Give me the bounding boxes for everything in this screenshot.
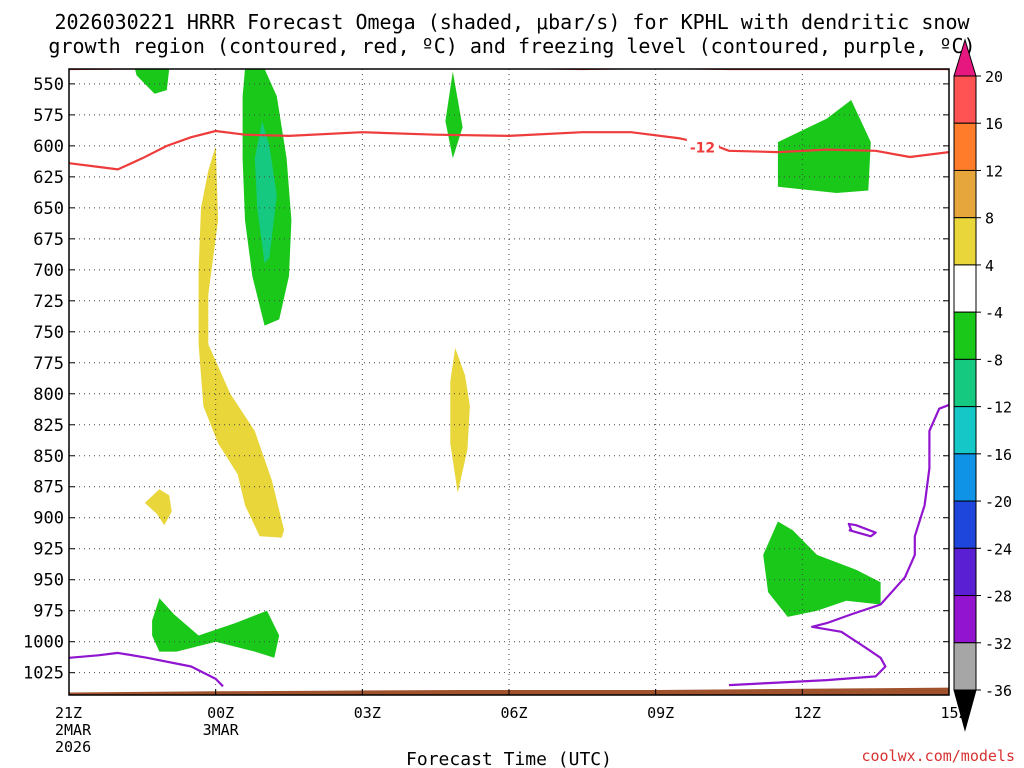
colorbar-swatch [953,547,977,597]
y-tick-label: 600 [33,137,64,157]
colorbar-label: 20 [985,68,1003,86]
x-tick-label: 00Z [207,704,234,722]
x-tick-label: 06Z [500,704,527,722]
shaded-region-green-right-upper [777,100,871,193]
x-tick-label: 2MAR [55,721,92,739]
colorbar-label: -24 [985,540,1012,558]
y-tick-label: 625 [33,168,64,188]
plot-content: -12 [69,69,949,695]
colorbar-label: 8 [985,210,994,228]
y-tick-label: 950 [33,571,64,591]
colorbar-label: -28 [985,588,1012,606]
shaded-region-green-top-left [135,69,170,94]
colorbar-swatch [953,122,977,171]
contour-freezing-level-small-loop [847,522,877,538]
chart-title-line-2: growth region (contoured, red, ºC) and f… [48,34,976,58]
colorbar-swatch [953,406,977,455]
colorbar-swatch [953,217,977,266]
y-tick-label: 575 [33,106,64,126]
x-tick-label: 2026 [55,738,91,756]
colorbar-swatch [953,169,977,219]
colorbar-swatch [953,500,977,549]
shaded-region-green-right-lower [763,521,881,617]
chart-title-line-1: 2026030221 HRRR Forecast Omega (shaded, … [54,10,970,34]
y-tick-label: 725 [33,292,64,312]
shaded-region-yellow-mid [450,347,470,493]
y-tick-label: 650 [33,199,64,219]
y-tick-label: 775 [33,354,64,374]
y-tick-label: 800 [33,385,64,405]
colorbar-swatch [953,358,977,408]
colorbar-swatch [953,264,977,313]
contour-freezing-level-left [69,651,224,688]
shaded-region-green-bottom-left [152,598,280,658]
colorbar-label: -32 [985,635,1012,653]
x-tick-label: 09Z [647,704,674,722]
y-tick-label: 1000 [23,633,64,653]
x-tick-label: 21Z [55,704,82,722]
shaded-region-yellow-small-left [144,489,172,526]
y-tick-label: 925 [33,540,64,560]
colorbar-label: -20 [985,493,1012,511]
credit-text: coolwx.com/models [861,747,1015,765]
x-axis-title: Forecast Time (UTC) [406,749,612,768]
colorbar-swatch [953,595,977,644]
colorbar-label: -16 [985,446,1012,464]
colorbar-label: -12 [985,399,1012,417]
y-tick-label: 550 [33,75,64,95]
y-tick-label: 850 [33,447,64,467]
colorbar-swatch [953,75,977,124]
shaded-region-teal-core [254,121,277,264]
contour-label-bg [686,138,719,155]
x-tick-label: 03Z [354,704,381,722]
colorbar-label: 4 [985,257,994,275]
y-tick-label: 975 [33,602,64,622]
colorbar-swatch [953,311,977,360]
contour-freezing-level-right [728,403,949,687]
colorbar-label: 16 [985,115,1003,133]
contour-label: -12 [690,140,715,156]
colorbar-label: -8 [985,351,1003,369]
colorbar-top-arrow [953,38,977,77]
colorbar-label: -36 [985,682,1012,700]
shaded-region-yellow-plume [198,145,285,538]
colorbar-swatch [953,453,977,502]
y-tick-label: 825 [33,416,64,436]
colorbar-bottom-arrow [953,689,977,732]
contour-dgz-contour-minus12 [69,129,949,171]
colorbar-label: 12 [985,162,1003,180]
colorbar-swatch [953,642,977,691]
y-tick-label: 900 [33,509,64,529]
x-tick-label: 3MAR [203,721,240,739]
colorbar-label: -4 [985,304,1003,322]
y-tick-label: 750 [33,323,64,343]
y-tick-label: 675 [33,230,64,250]
y-tick-label: 1025 [23,664,64,684]
y-tick-label: 875 [33,478,64,498]
y-tick-label: 700 [33,261,64,281]
x-tick-label: 12Z [794,704,821,722]
